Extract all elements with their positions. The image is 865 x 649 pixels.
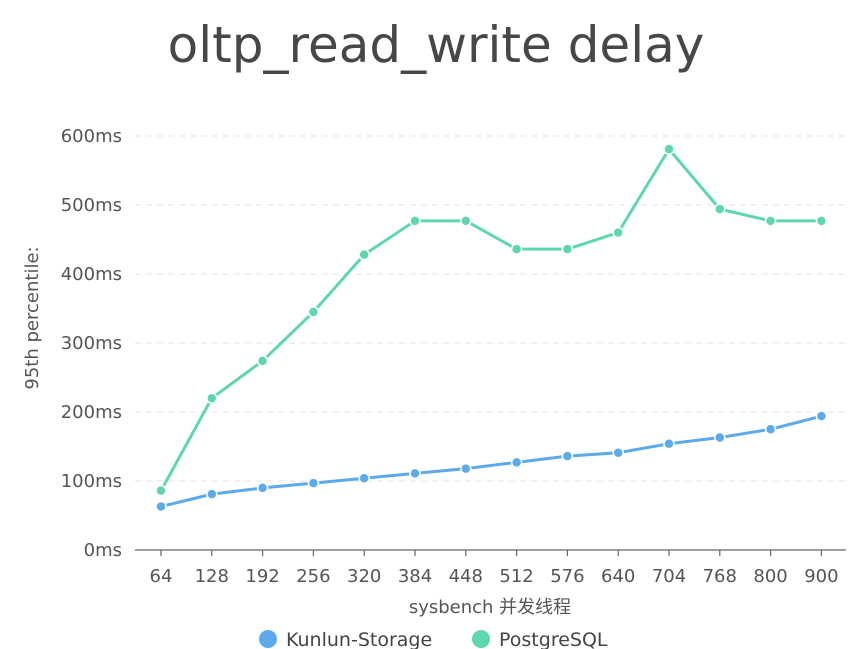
y-tick-label: 100ms <box>61 471 122 492</box>
x-tick-label: 128 <box>195 566 229 587</box>
data-point[interactable] <box>256 482 269 494</box>
data-point[interactable] <box>155 500 167 513</box>
x-tick-label: 320 <box>347 566 381 587</box>
data-point[interactable] <box>256 355 269 367</box>
x-tick-label: 900 <box>804 566 838 587</box>
y-axis-label: 95th percentile: <box>22 246 43 389</box>
y-tick-label: 0ms <box>84 540 122 561</box>
x-tick-label: 576 <box>550 566 584 587</box>
data-point[interactable] <box>358 248 370 261</box>
x-axis-ticks: 64 128 192 256 320 384 448 512 576 640 704 768 800 90… <box>150 550 839 587</box>
data-point[interactable] <box>815 215 828 227</box>
x-tick-label: 448 <box>449 566 483 587</box>
data-point[interactable] <box>155 484 167 497</box>
data-point[interactable] <box>307 306 320 318</box>
x-tick-label: 384 <box>398 566 432 587</box>
data-point[interactable] <box>510 243 523 255</box>
x-tick-label: 192 <box>245 566 279 587</box>
data-point[interactable] <box>409 467 421 480</box>
data-point[interactable] <box>510 456 523 469</box>
data-point[interactable] <box>815 410 828 422</box>
data-point[interactable] <box>561 243 574 255</box>
x-tick-label: 800 <box>753 566 787 587</box>
data-point[interactable] <box>206 392 218 404</box>
data-point[interactable] <box>663 143 675 155</box>
y-tick-label: 200ms <box>61 402 122 423</box>
series-group <box>155 143 828 513</box>
y-tick-label: 300ms <box>61 333 122 354</box>
grid <box>135 135 846 482</box>
data-point[interactable] <box>764 215 777 227</box>
x-tick-label: 768 <box>703 566 737 587</box>
chart-title: oltp_read_write delay <box>168 16 705 74</box>
series-line <box>160 414 822 508</box>
x-tick-label: 512 <box>499 566 533 587</box>
x-tick-label: 704 <box>652 566 686 587</box>
y-axis-ticks: 0ms 100ms 200ms 300ms 400ms 500ms 600ms <box>61 126 122 561</box>
data-point[interactable] <box>206 488 218 500</box>
data-point[interactable] <box>714 431 726 444</box>
series-postgresql <box>155 143 828 497</box>
legend-label[interactable]: Kunlun-Storage <box>286 629 432 649</box>
x-tick-label: 64 <box>150 566 173 587</box>
data-point[interactable] <box>460 215 472 227</box>
data-point[interactable] <box>358 472 370 484</box>
legend-label[interactable]: PostgreSQL <box>499 629 608 649</box>
data-point[interactable] <box>460 462 472 475</box>
data-point[interactable] <box>307 477 320 489</box>
y-tick-label: 600ms <box>61 126 122 147</box>
data-point[interactable] <box>409 215 421 227</box>
data-point[interactable] <box>612 446 624 459</box>
x-axis-label: sysbench 并发线程 <box>409 597 571 618</box>
series-kunlun-storage <box>155 410 828 513</box>
legend-marker[interactable] <box>259 630 277 648</box>
data-point[interactable] <box>561 450 574 462</box>
y-tick-label: 400ms <box>61 264 122 285</box>
legend-marker[interactable] <box>472 630 490 648</box>
y-tick-label: 500ms <box>61 195 122 216</box>
x-tick-label: 256 <box>296 566 330 587</box>
data-point[interactable] <box>612 226 624 239</box>
data-point[interactable] <box>663 437 675 450</box>
data-point[interactable] <box>764 423 777 435</box>
x-tick-label: 640 <box>601 566 635 587</box>
legend: Kunlun-Storage PostgreSQL <box>259 629 608 649</box>
series-line <box>159 147 822 492</box>
data-point[interactable] <box>714 203 726 215</box>
